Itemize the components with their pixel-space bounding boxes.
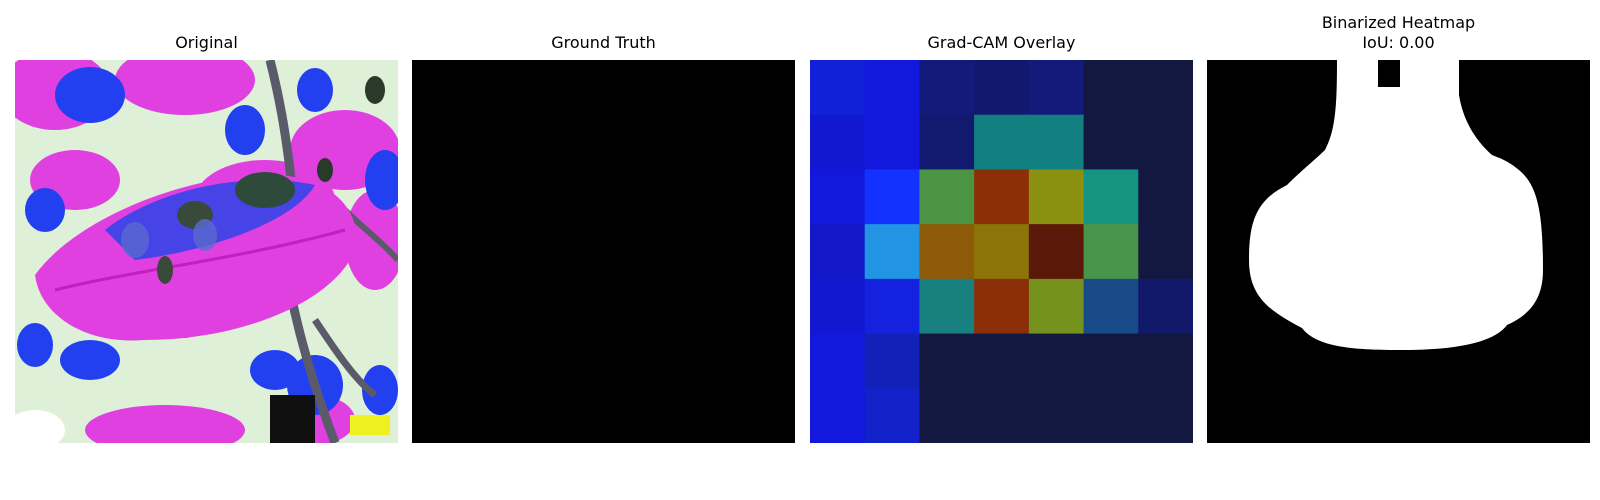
gradcam-panel: Grad-CAM Overlay [810, 33, 1193, 443]
gradcam-cell [919, 169, 975, 225]
gradcam-cell [810, 114, 866, 170]
gradcam-cell [1083, 224, 1139, 280]
gradcam-cell [974, 169, 1030, 225]
gradcam-cell [864, 169, 920, 225]
gradcam-cell [810, 388, 866, 443]
gradcam-cell [864, 60, 920, 116]
gradcam-cell [810, 224, 866, 280]
gradcam-cell [1028, 388, 1085, 443]
gradcam-cell [810, 169, 866, 225]
ground-truth-panel: Ground Truth [412, 33, 795, 443]
gradcam-cell [919, 114, 975, 170]
gradcam-cell [1028, 114, 1085, 170]
gradcam-cell [1028, 278, 1085, 335]
gradcam-cell [864, 278, 920, 335]
gradcam-cell [1138, 114, 1193, 170]
gradcam-cell [864, 114, 920, 170]
gradcam-cell [919, 60, 975, 116]
gradcam-cell [864, 224, 920, 280]
gradcam-cell [810, 60, 866, 116]
gradcam-cell [1083, 60, 1139, 116]
gradcam-cell [974, 60, 1030, 116]
gradcam-cell [974, 278, 1030, 335]
original-panel: Original [15, 33, 398, 443]
original-title: Original [175, 33, 238, 52]
gradcam-cell [919, 388, 975, 443]
binarized-title: Binarized Heatmap [1321, 13, 1476, 32]
ground-truth-mask [412, 60, 795, 443]
gradcam-cell [1083, 278, 1139, 335]
gradcam-cell [1138, 224, 1193, 280]
gradcam-cell [864, 388, 920, 443]
binarized-panel: Binarized Heatmap IoU: 0.00 [1207, 13, 1590, 443]
gradcam-cell [1138, 333, 1193, 389]
gradcam-cell [974, 114, 1030, 170]
gradcam-cell [1028, 333, 1085, 389]
ground-truth-title: Ground Truth [551, 33, 656, 52]
gradcam-cell [1028, 169, 1085, 225]
gradcam-cell [864, 333, 920, 389]
gradcam-cell [1138, 169, 1193, 225]
gradcam-cell [1028, 224, 1085, 280]
gradcam-cell [919, 278, 975, 335]
gradcam-cell [919, 333, 975, 389]
gradcam-cell [1028, 60, 1085, 116]
binarized-heatmap [1207, 60, 1590, 443]
gradcam-title: Grad-CAM Overlay [927, 33, 1076, 52]
gradcam-cell [974, 388, 1030, 443]
gradcam-cell [810, 333, 866, 389]
gradcam-cell [974, 333, 1030, 389]
gradcam-cell [1083, 333, 1139, 389]
gradcam-cell [810, 278, 866, 335]
gradcam-cell [919, 224, 975, 280]
gradcam-cell [1083, 114, 1139, 170]
gradcam-cell [1083, 388, 1139, 443]
gradcam-cell [974, 224, 1030, 280]
gradcam-cell [1138, 388, 1193, 443]
iou-label: IoU: 0.00 [1362, 33, 1435, 52]
gradcam-cell [1138, 60, 1193, 116]
gradcam-overlay [810, 60, 1193, 443]
original-image [15, 60, 398, 443]
gradcam-cell [1138, 278, 1193, 335]
gradcam-cell [1083, 169, 1139, 225]
